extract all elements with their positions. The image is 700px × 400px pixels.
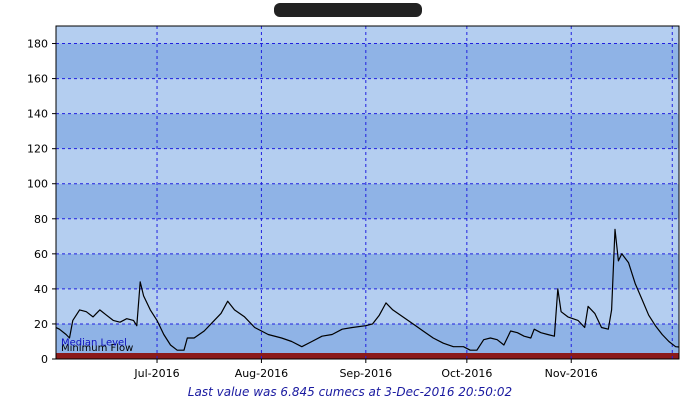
plot-band xyxy=(56,218,679,254)
y-tick-label: 160 xyxy=(27,73,48,86)
plot-frame xyxy=(55,25,680,360)
plot-band xyxy=(56,288,679,324)
y-tick-label: 180 xyxy=(27,38,48,51)
plot-band xyxy=(56,148,679,184)
y-tick-label: 0 xyxy=(41,353,48,366)
y-tick-label: 140 xyxy=(27,108,48,121)
plot-band xyxy=(56,78,679,114)
x-tick-label: Oct-2016 xyxy=(441,367,492,380)
minimum-flow-label: Minimum Flow xyxy=(61,343,133,354)
last-value-footer: Last value was 6.845 cumecs at 3-Dec-201… xyxy=(188,385,512,399)
x-tick-label: Sep-2016 xyxy=(339,367,392,380)
x-tick-label: Jul-2016 xyxy=(133,367,179,380)
y-tick-label: 60 xyxy=(34,248,48,261)
plot-band xyxy=(56,43,679,79)
median-level-label: Median Level xyxy=(61,338,127,349)
y-tick-label: 40 xyxy=(34,283,48,296)
chart-marks xyxy=(55,228,680,351)
y-tick-label: 120 xyxy=(27,143,48,156)
flow-series-line xyxy=(55,228,680,351)
x-tick-label: Nov-2016 xyxy=(545,367,598,380)
plot-band xyxy=(56,113,679,149)
y-tick-label: 20 xyxy=(34,318,48,331)
y-tick-label: 100 xyxy=(27,178,48,191)
bottom-bar xyxy=(56,353,679,359)
redacted-title xyxy=(274,3,422,17)
x-tick-label: Aug-2016 xyxy=(235,367,288,380)
plot-band xyxy=(56,183,679,219)
y-tick-label: 80 xyxy=(34,213,48,226)
plot-band xyxy=(56,26,679,44)
plot-band xyxy=(56,253,679,289)
